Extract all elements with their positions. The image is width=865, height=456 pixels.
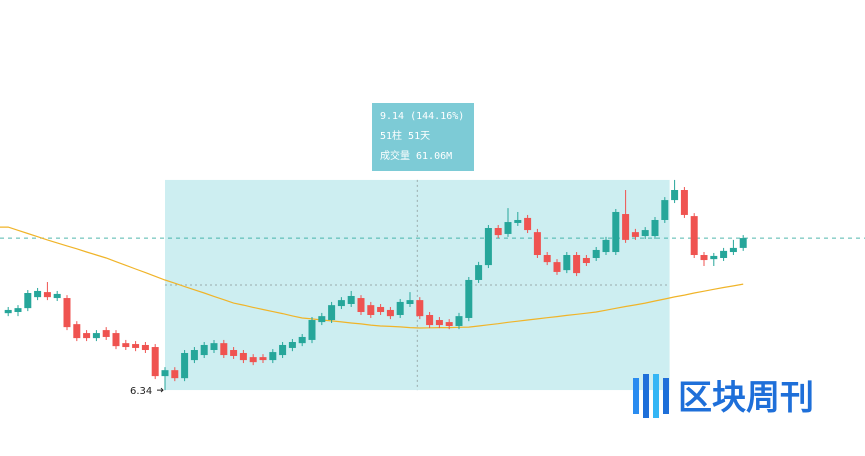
candle-body	[680, 190, 688, 215]
candle-body	[484, 228, 492, 266]
measure-tooltip: 9.14 (144.16%) 51柱 51天 成交量 61.06M	[372, 103, 474, 171]
candle-body	[14, 308, 22, 313]
candle-body	[739, 238, 747, 248]
candle-body	[396, 301, 404, 315]
logo-bar	[643, 374, 649, 418]
candle-body	[504, 222, 512, 234]
candle-body	[53, 293, 61, 299]
candle-body	[661, 200, 669, 220]
candle-body	[592, 249, 600, 258]
candle-body	[24, 293, 32, 309]
candle-body	[602, 239, 610, 253]
candle-body	[357, 298, 365, 313]
candle-body	[612, 211, 620, 253]
candle-body	[465, 279, 473, 318]
candle-body	[524, 217, 532, 231]
candle-body	[631, 232, 639, 237]
candle-body	[308, 320, 316, 340]
candle-body	[4, 309, 12, 314]
candle-body	[220, 343, 228, 356]
candle-body	[553, 262, 561, 272]
candle-body	[543, 255, 551, 263]
logo-bar	[653, 374, 659, 418]
candle-body	[190, 350, 198, 361]
candle-body	[651, 219, 659, 237]
candle-body	[279, 344, 287, 356]
candle-body	[34, 290, 42, 298]
tooltip-volume: 成交量 61.06M	[380, 149, 452, 162]
candle-body	[641, 230, 649, 237]
candles	[0, 179, 747, 391]
candle-body	[494, 228, 502, 236]
candle-body	[700, 255, 708, 261]
candle-body	[514, 219, 522, 223]
logo-bar	[633, 378, 639, 414]
candle-body	[533, 232, 541, 256]
candle-body	[318, 316, 326, 323]
candle-body	[729, 247, 737, 253]
candle-body	[690, 216, 698, 256]
candle-body	[269, 352, 277, 361]
candle-body	[83, 333, 91, 339]
candle-body	[230, 350, 238, 356]
candle-body	[337, 300, 345, 307]
candle-body	[720, 250, 728, 258]
moving-average	[0, 226, 744, 329]
candle-body	[710, 255, 718, 260]
candle-body	[112, 333, 120, 347]
candle-body	[73, 324, 81, 339]
candle-body	[161, 370, 169, 377]
candle-body	[445, 322, 453, 326]
candle-body	[171, 370, 179, 379]
candle-body	[141, 344, 149, 351]
candle-body	[426, 314, 434, 326]
candle-body	[622, 214, 630, 240]
candle-body	[582, 257, 590, 264]
candle-body	[573, 255, 581, 274]
candle-body	[406, 300, 414, 304]
candle-body	[328, 305, 336, 321]
candle-body	[181, 352, 189, 379]
candle-body	[43, 292, 51, 298]
candle-body	[122, 343, 130, 348]
candle-body	[435, 320, 443, 326]
start-arrow	[157, 387, 164, 393]
candle-body	[563, 255, 571, 271]
candle-body	[367, 305, 375, 315]
candle-body	[347, 295, 355, 304]
candle-body	[210, 343, 218, 351]
measure-layer: 6.34	[0, 179, 865, 397]
candle-body	[151, 347, 159, 377]
logo-bar	[663, 378, 669, 414]
candle-body	[249, 357, 257, 363]
tooltip-box	[372, 103, 474, 171]
candle-body	[259, 357, 267, 361]
candle-body	[63, 298, 71, 328]
candle-body	[92, 333, 100, 339]
candle-body	[386, 309, 394, 317]
candle-body	[377, 306, 385, 313]
candle-body	[132, 344, 140, 348]
candle-body	[475, 265, 483, 280]
candle-body	[298, 336, 306, 344]
candle-body	[239, 352, 247, 361]
start-label: 6.34	[130, 386, 152, 397]
candle-body	[200, 344, 208, 356]
logo: 区块周刊	[633, 374, 814, 418]
candle-body	[288, 342, 296, 348]
candle-body	[455, 316, 463, 326]
candle-body	[416, 300, 424, 317]
candle-body	[102, 330, 110, 337]
candle-body	[671, 190, 679, 201]
logo-text: 区块周刊	[678, 378, 814, 418]
tooltip-bars: 51柱 51天	[380, 129, 430, 142]
tooltip-change: 9.14 (144.16%)	[380, 111, 464, 122]
